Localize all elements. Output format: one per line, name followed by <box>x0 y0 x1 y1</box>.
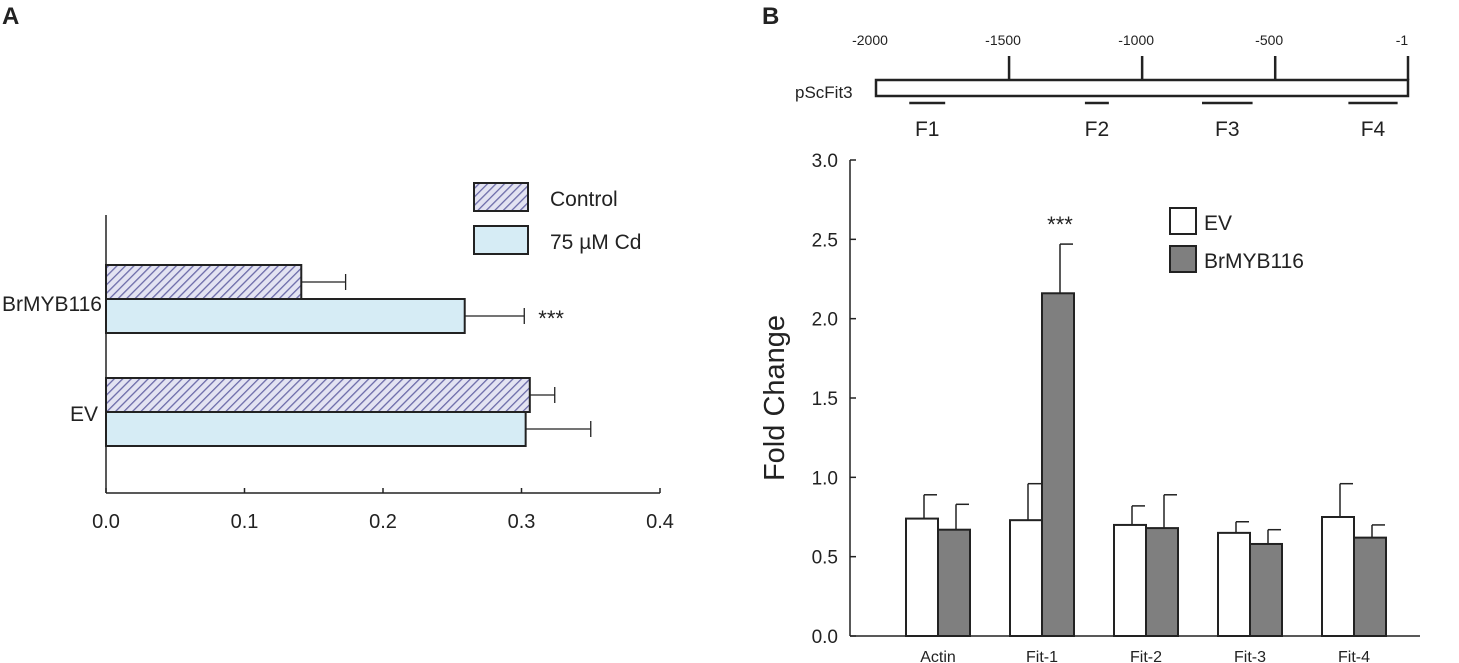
x-tick-label-fit-3: Fit-3 <box>1234 649 1266 663</box>
x-tick-label: 0.0 <box>92 511 120 533</box>
panel-b-letter: B <box>762 3 779 30</box>
bar-brmyb116-control <box>105 264 303 300</box>
legend-label-ev: EV <box>1204 212 1232 235</box>
panel-b: B pScFit3 -2000 -1500 -1000 -500 -1 F1 F2 F3 F4… <box>759 3 1420 663</box>
bar-fit-4-brmyb116 <box>1353 536 1387 637</box>
promoter-tick-label: -500 <box>1255 32 1283 48</box>
panel-a-letter: A <box>2 3 19 30</box>
legend-label-control: Control <box>550 188 618 211</box>
panel-b-x-tick-labels: Actin Fit-1 Fit-2 Fit-3 Fit-4 <box>920 649 1370 663</box>
legend-label-cd: 75 µM Cd <box>550 231 641 254</box>
bar-ev-75-m-cd <box>105 411 527 447</box>
fragment-label-f2: F2 <box>1085 118 1110 141</box>
x-tick-label-fit-1: Fit-1 <box>1026 649 1058 663</box>
bar-brmyb116-75-m-cd <box>105 298 466 334</box>
bar-ev-control <box>105 377 531 413</box>
x-tick-label: 0.2 <box>369 511 397 533</box>
category-label-ev: EV <box>70 403 98 426</box>
promoter-tick-label: -1 <box>1396 32 1409 48</box>
bar-fit-4-ev <box>1321 516 1355 637</box>
significance-label: *** <box>538 306 564 331</box>
panel-a-x-ticks: 0.0 0.1 0.2 0.3 0.4 <box>92 488 674 533</box>
x-tick-label-actin: Actin <box>920 649 956 663</box>
bar-fit-1-brmyb116 <box>1041 292 1075 637</box>
y-tick-label: 2.5 <box>812 230 838 251</box>
x-tick-label-fit-4: Fit-4 <box>1338 649 1370 663</box>
bar-fit-1-ev <box>1009 519 1043 638</box>
fragment-label-f4: F4 <box>1361 118 1386 141</box>
bar-actin-ev <box>905 517 939 637</box>
panel-b-y-axis-label: Fold Change <box>759 315 791 481</box>
promoter-tick-label: -1500 <box>985 32 1021 48</box>
panel-a-legend: Control 75 µM Cd <box>473 182 641 255</box>
legend-swatch-control <box>473 182 529 212</box>
x-tick-label-fit-2: Fit-2 <box>1130 649 1162 663</box>
panel-a: A Control 75 µM Cd 0.0 0.1 0.2 0.3 0.4 *** B… <box>2 3 674 533</box>
bar-fit-2-brmyb116 <box>1145 527 1179 638</box>
x-tick-label: 0.1 <box>231 511 259 533</box>
fragment-label-f3: F3 <box>1215 118 1240 141</box>
fragment-label-f1: F1 <box>915 118 940 141</box>
panel-b-bars: *** <box>905 212 1387 638</box>
x-tick-label: 0.3 <box>508 511 536 533</box>
promoter-ticks: -2000 -1500 -1000 -500 -1 <box>852 32 1410 80</box>
legend-swatch-brmyb116 <box>1169 245 1197 273</box>
category-label-brmyb116: BrMYB116 <box>2 293 102 316</box>
bar-fit-3-ev <box>1217 531 1251 637</box>
promoter-label: pScFit3 <box>795 83 853 102</box>
y-tick-label: 2.0 <box>812 310 838 331</box>
bar-fit-3-brmyb116 <box>1249 542 1283 637</box>
panel-b-legend: EV BrMYB116 <box>1169 207 1304 273</box>
y-tick-label: 3.0 <box>812 151 838 172</box>
x-tick-label: 0.4 <box>646 511 674 533</box>
legend-label-brmyb116: BrMYB116 <box>1204 250 1304 273</box>
bar-fit-2-ev <box>1113 523 1147 638</box>
legend-swatch-ev <box>1169 207 1197 235</box>
promoter-map: pScFit3 -2000 -1500 -1000 -500 -1 F1 F2 F3 F4 <box>795 32 1410 141</box>
panel-a-bars: *** <box>105 264 592 447</box>
y-tick-label: 0.0 <box>812 627 838 648</box>
bar-actin-brmyb116 <box>937 528 971 638</box>
promoter-bar <box>874 78 1410 98</box>
y-tick-label: 1.5 <box>812 389 838 410</box>
promoter-fragments: F1 F2 F3 F4 <box>909 101 1398 141</box>
significance-label: *** <box>1047 212 1073 237</box>
y-tick-label: 1.0 <box>812 468 838 489</box>
panel-b-y-ticks: 0.0 0.5 1.0 1.5 2.0 2.5 3.0 <box>812 151 856 648</box>
promoter-tick-label: -2000 <box>852 32 888 48</box>
legend-swatch-cd <box>473 225 529 255</box>
y-tick-label: 0.5 <box>812 548 838 569</box>
promoter-tick-label: -1000 <box>1118 32 1154 48</box>
